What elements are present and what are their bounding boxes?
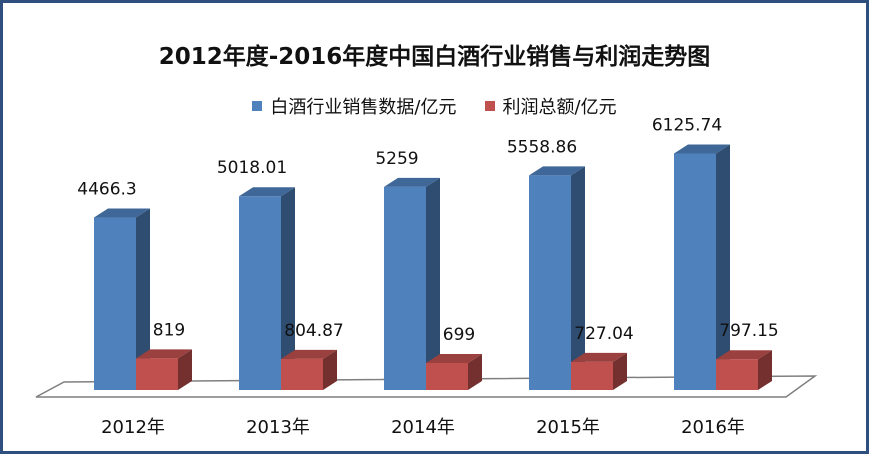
bar-top-0: [384, 177, 440, 187]
sales-value-label: 5259: [375, 149, 418, 169]
sales-bar: [674, 153, 716, 390]
sales-bar: [384, 186, 426, 390]
bar-side-1: [178, 349, 192, 390]
sales-value-label: 6125.74: [652, 115, 722, 135]
legend-item-profit: 利润总额/亿元: [484, 93, 617, 119]
sales-value-label: 5018.01: [217, 158, 287, 178]
bar-top-0: [94, 208, 150, 218]
bar-side-1: [323, 349, 337, 390]
sales-value-label: 5558.86: [507, 137, 577, 157]
bar-top-0: [529, 166, 585, 176]
legend-label-sales: 白酒行业销售数据/亿元: [270, 97, 457, 118]
sales-bar: [239, 196, 281, 390]
profit-bar: [571, 361, 613, 390]
legend-swatch-profit: [484, 101, 495, 111]
profit-value-label: 727.04: [574, 324, 633, 344]
legend-item-sales: 白酒行业销售数据/亿元: [252, 93, 457, 119]
bar-side-0: [281, 187, 295, 390]
profit-value-label: 699: [443, 325, 475, 345]
profit-value-label: 819: [153, 320, 185, 340]
bar-side-0: [136, 208, 150, 390]
bar-side-1: [613, 352, 627, 390]
bar-side-0: [571, 166, 585, 390]
bar-top-1: [136, 349, 192, 359]
bar-side-0: [716, 144, 730, 390]
profit-bar: [281, 358, 323, 390]
bar-side-1: [468, 354, 482, 390]
profit-bar: [426, 363, 468, 390]
chart-title: 2012年度-2016年度中国白酒行业销售与利润走势图: [158, 44, 711, 70]
bar-top-1: [716, 350, 772, 360]
sales-bar: [94, 217, 136, 390]
legend-label-profit: 利润总额/亿元: [502, 97, 617, 118]
x-tick-label: 2013年: [246, 417, 310, 438]
bar-side-0: [426, 177, 440, 390]
x-tick-label: 2014年: [391, 417, 455, 438]
profit-value-label: 804.87: [284, 321, 343, 341]
legend-swatch-sales: [252, 101, 263, 111]
x-tick-label: 2016年: [681, 417, 745, 438]
bar-top-0: [239, 187, 295, 197]
bar-side-1: [758, 350, 772, 390]
bar-top-1: [571, 352, 627, 362]
profit-value-label: 797.15: [719, 321, 778, 341]
x-tick-label: 2015年: [536, 417, 600, 438]
profit-bar: [136, 358, 178, 390]
bar-top-0: [674, 144, 730, 154]
chart-legend: 白酒行业销售数据/亿元 利润总额/亿元: [3, 93, 866, 119]
bar-top-1: [426, 354, 482, 364]
bar-top-1: [281, 349, 337, 359]
sales-bar: [529, 175, 571, 390]
sales-value-label: 4466.3: [77, 180, 136, 200]
profit-bar: [716, 359, 758, 390]
x-tick-label: 2012年: [101, 417, 165, 438]
